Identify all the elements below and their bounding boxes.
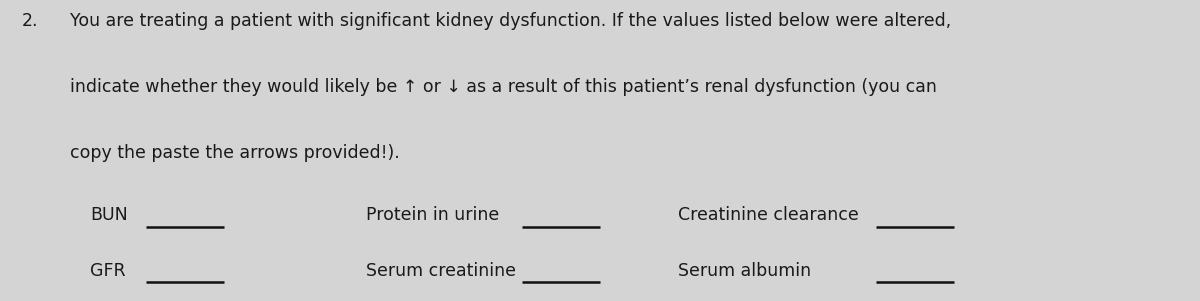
Text: Protein in urine: Protein in urine [366, 206, 499, 224]
Text: copy the paste the arrows provided!).: copy the paste the arrows provided!). [70, 144, 400, 163]
Text: Creatinine clearance: Creatinine clearance [678, 206, 859, 224]
Text: Serum creatinine: Serum creatinine [366, 262, 516, 280]
Text: GFR: GFR [90, 262, 126, 280]
Text: You are treating a patient with significant kidney dysfunction. If the values li: You are treating a patient with signific… [70, 12, 950, 30]
Text: 2.: 2. [22, 12, 38, 30]
Text: Serum albumin: Serum albumin [678, 262, 811, 280]
Text: BUN: BUN [90, 206, 127, 224]
Text: indicate whether they would likely be ↑ or ↓ as a result of this patient’s renal: indicate whether they would likely be ↑ … [70, 78, 936, 96]
